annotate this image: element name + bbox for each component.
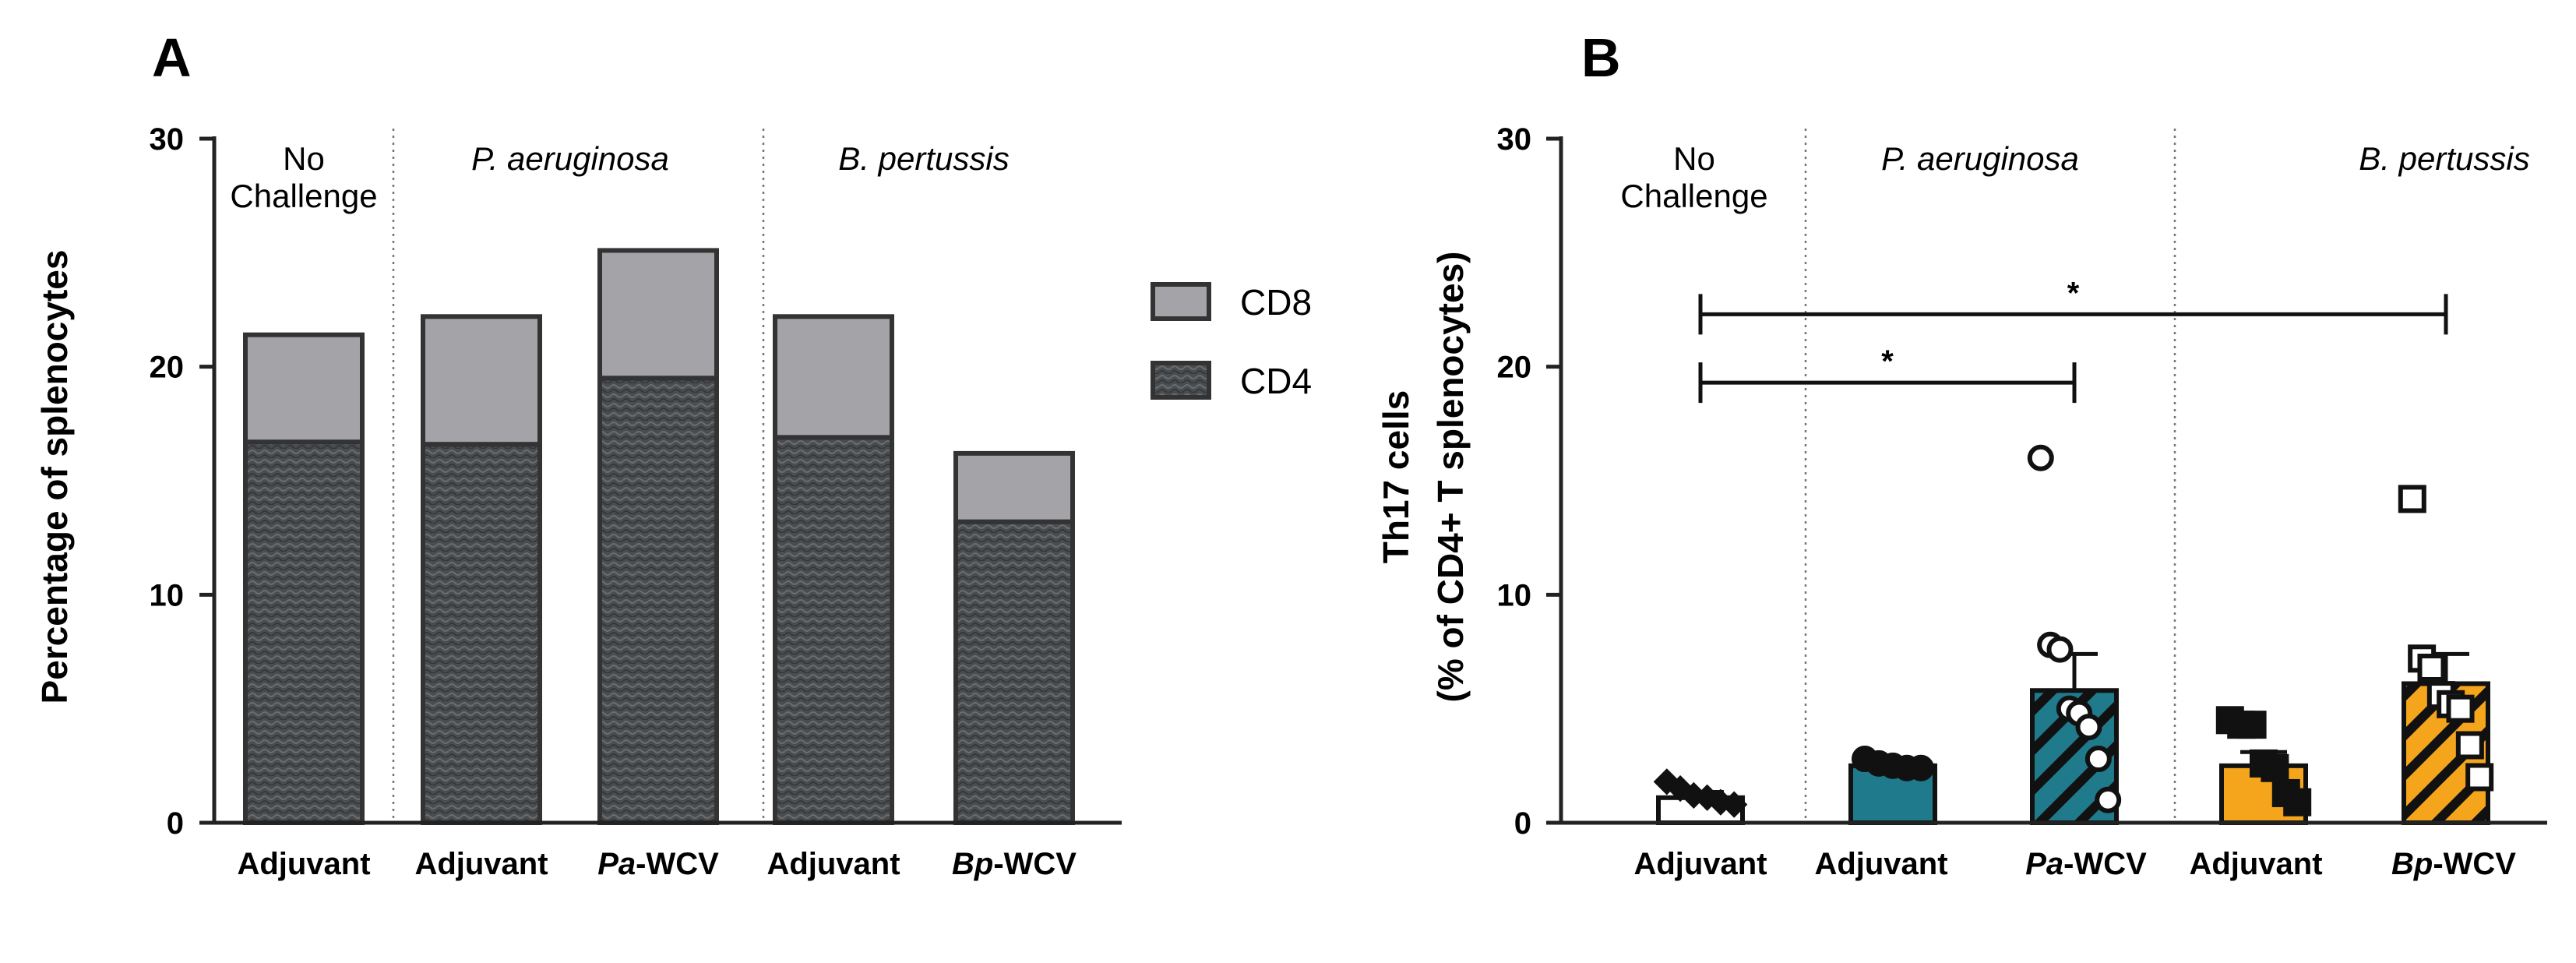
legend-label-cd8: CD8 — [1240, 282, 1312, 323]
category-label-text: -WCV — [2433, 847, 2516, 881]
category-label: Bp-WCV — [2391, 847, 2516, 881]
category-label: Adjuvant — [414, 847, 548, 881]
bar-cd4 — [773, 435, 894, 825]
bar-cd8 — [597, 248, 719, 381]
panel-b-letter: B — [1581, 27, 1621, 88]
y-tick-label: 0 — [1514, 806, 1531, 841]
panel-a-y-axis-label: Percentage of splenocytes — [34, 250, 75, 704]
panel-a-letter: A — [152, 27, 192, 88]
group-label: Challenge — [230, 178, 377, 214]
bar-cd4 — [953, 519, 1075, 825]
data-point — [2261, 753, 2289, 782]
group-label: P. aeruginosa — [471, 140, 669, 177]
data-point — [2283, 788, 2312, 817]
category-label-text: Adjuvant — [1814, 847, 1947, 881]
legend-label-cd4: CD4 — [1240, 361, 1312, 401]
data-point — [2075, 714, 2102, 741]
data-point — [2398, 485, 2426, 513]
category-label-italic: Bp — [952, 847, 993, 881]
panel-a: A Percentage of splenocytes 0 10 20 30 NoCh… — [34, 27, 1312, 881]
category-label: Adjuvant — [766, 847, 900, 881]
y-tick-label: 10 — [1497, 578, 1532, 612]
group-label: P. aeruginosa — [1881, 140, 2079, 177]
group-label: B. pertussis — [2359, 140, 2529, 177]
category-label-text: Adjuvant — [237, 847, 370, 881]
legend-swatch-cd4 — [1151, 361, 1211, 400]
category-label-italic: Pa — [597, 847, 636, 881]
data-point — [1721, 791, 1748, 818]
data-point — [2238, 711, 2267, 739]
category-label: Bp-WCV — [952, 847, 1077, 881]
bar-cd4 — [421, 442, 542, 825]
data-point — [2027, 444, 2054, 471]
data-point — [2465, 763, 2494, 792]
data-point — [1693, 784, 1721, 811]
category-label: Pa-WCV — [597, 847, 719, 881]
bar-cd4 — [243, 439, 365, 825]
y-tick-label: 10 — [150, 578, 185, 612]
panel-b-y-axis-label-line1: Th17 cells — [1376, 390, 1416, 563]
y-tick-label: 20 — [1497, 351, 1532, 385]
bar-cd8 — [421, 314, 542, 447]
category-label-text: -WCV — [636, 847, 719, 881]
category-label-text: -WCV — [993, 847, 1077, 881]
panel-b-y-axis-label-line2: (% of CD4+ T splenocytes) — [1430, 252, 1471, 703]
category-label: Adjuvant — [1633, 847, 1767, 881]
data-point — [2446, 694, 2475, 723]
category-label: Adjuvant — [2189, 847, 2322, 881]
category-label-italic: Bp — [2391, 847, 2433, 881]
category-label: Adjuvant — [237, 847, 370, 881]
group-label: B. pertussis — [838, 140, 1009, 177]
category-label-text: Adjuvant — [766, 847, 900, 881]
panel-a-legend: CD8 CD4 — [1151, 282, 1312, 401]
group-label: No — [1673, 140, 1715, 177]
panel-b: B Th17 cells (% of CD4+ T splenocytes) 0… — [1376, 27, 2547, 881]
bar-cd8 — [243, 332, 365, 445]
category-label-italic: Pa — [2025, 847, 2063, 881]
significance-label: * — [1881, 344, 1894, 379]
data-point — [1908, 754, 1934, 781]
category-label-text: Adjuvant — [1633, 847, 1767, 881]
y-tick-label: 20 — [150, 351, 185, 385]
data-point — [2417, 653, 2446, 682]
category-label: Pa-WCV — [2025, 847, 2147, 881]
bar-cd4 — [597, 376, 719, 825]
bar-cd8 — [953, 450, 1075, 524]
data-point — [2084, 746, 2112, 773]
bar-cd8 — [773, 314, 894, 440]
y-tick-label: 30 — [1497, 122, 1532, 157]
category-label-text: Adjuvant — [2189, 847, 2322, 881]
group-label: Challenge — [1620, 178, 1767, 214]
legend-swatch-cd8 — [1151, 282, 1211, 321]
data-point — [2046, 636, 2074, 663]
data-point — [2095, 786, 2122, 813]
category-label-text: Adjuvant — [414, 847, 548, 881]
data-point — [2455, 731, 2484, 760]
group-label: No — [283, 140, 325, 177]
significance-label: * — [2067, 276, 2080, 310]
y-tick-label: 30 — [150, 122, 185, 157]
category-label-text: -WCV — [2063, 847, 2147, 881]
category-label: Adjuvant — [1814, 847, 1947, 881]
y-tick-label: 0 — [167, 806, 184, 841]
